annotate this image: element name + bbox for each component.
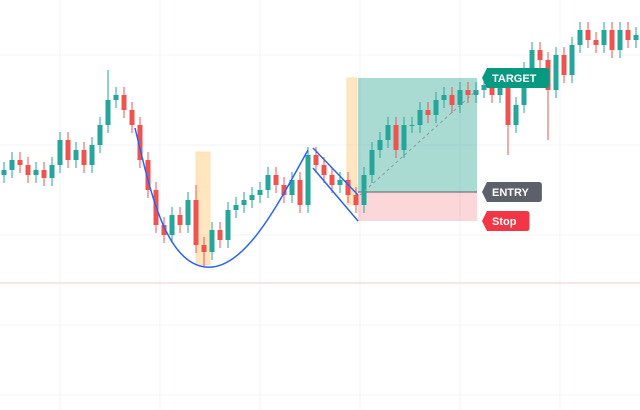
- candle-body: [137, 125, 143, 160]
- label-text: TARGET: [492, 73, 537, 85]
- candle-body: [385, 125, 391, 140]
- candle-body: [129, 110, 135, 125]
- candle-body: [369, 150, 375, 175]
- candle-body: [377, 140, 383, 150]
- candle-body: [1, 170, 7, 175]
- candles: [1, 22, 639, 267]
- candle-body: [561, 55, 567, 75]
- candle-body: [249, 195, 255, 200]
- candle-body: [161, 225, 167, 235]
- candle-body: [209, 230, 215, 252]
- candle-body: [457, 90, 463, 105]
- candle-body: [49, 165, 55, 178]
- candle-body: [265, 175, 271, 190]
- candle-body: [529, 50, 535, 70]
- candle-body: [585, 30, 591, 40]
- target-label: TARGET: [482, 68, 550, 88]
- candle-body: [241, 200, 247, 205]
- level-labels: TARGET ENTRY Stop: [482, 68, 550, 231]
- candle-body: [513, 105, 519, 125]
- candle-body: [601, 30, 607, 45]
- candle-body: [17, 160, 23, 165]
- candle-body: [97, 125, 103, 145]
- stop-zone: [358, 192, 477, 221]
- candle-body: [217, 230, 223, 240]
- candle-body: [305, 155, 311, 205]
- candle-body: [593, 40, 599, 45]
- candle-body: [33, 170, 39, 175]
- candle-body: [233, 205, 239, 210]
- candle-body: [177, 215, 183, 225]
- candle-body: [465, 90, 471, 95]
- handle-line: [312, 167, 359, 222]
- candle-body: [633, 35, 639, 40]
- entry-label: ENTRY: [482, 182, 542, 202]
- handle-line: [312, 147, 359, 196]
- label-text: Stop: [492, 216, 517, 228]
- candle-body: [225, 210, 231, 240]
- candle-body: [65, 140, 71, 160]
- candle-body: [257, 190, 263, 195]
- candle-body: [409, 125, 415, 126]
- candle-body: [625, 30, 631, 40]
- label-box: [482, 68, 550, 88]
- candle-body: [41, 170, 47, 178]
- label-text: ENTRY: [492, 187, 530, 199]
- candle-body: [617, 30, 623, 50]
- candle-body: [297, 180, 303, 205]
- candle-body: [361, 175, 367, 205]
- candle-body: [25, 165, 31, 175]
- projection-line: [359, 89, 478, 196]
- candle-body: [57, 140, 63, 165]
- candle-body: [433, 100, 439, 115]
- candle-body: [73, 150, 79, 160]
- highlight-bar: [346, 77, 358, 206]
- candle-body: [113, 95, 119, 100]
- candle-body: [273, 175, 279, 185]
- candle-body: [337, 180, 343, 185]
- candle-body: [473, 90, 479, 95]
- candle-body: [401, 125, 407, 150]
- candle-body: [121, 95, 127, 110]
- label-box: [482, 211, 530, 231]
- candle-body: [393, 125, 399, 150]
- candle-body: [193, 200, 199, 245]
- candle-body: [569, 45, 575, 75]
- candle-body: [609, 30, 615, 50]
- candle-body: [201, 245, 207, 252]
- position-zones: [358, 78, 477, 221]
- candle-body: [553, 55, 559, 90]
- candle-body: [329, 175, 335, 185]
- candle-body: [489, 85, 495, 95]
- stop-label: Stop: [482, 211, 530, 231]
- candle-body: [105, 100, 111, 125]
- cup-curve: [134, 127, 309, 268]
- candle-body: [505, 80, 511, 125]
- candle-body: [81, 150, 87, 165]
- candle-body: [345, 180, 351, 195]
- target-zone: [358, 78, 477, 192]
- candle-body: [281, 185, 287, 195]
- candle-body: [353, 195, 359, 205]
- label-box: [482, 182, 542, 202]
- candle-body: [289, 180, 295, 195]
- candle-body: [577, 30, 583, 45]
- candle-body: [441, 95, 447, 100]
- candle-body: [145, 160, 151, 190]
- candle-body: [425, 110, 431, 115]
- candle-body: [185, 200, 191, 225]
- candle-body: [537, 50, 543, 60]
- candle-body: [449, 95, 455, 105]
- candle-body: [321, 165, 327, 175]
- candle-body: [9, 160, 15, 170]
- candle-body: [481, 85, 487, 90]
- candle-body: [89, 145, 95, 165]
- candle-body: [417, 110, 423, 125]
- candle-body: [313, 155, 319, 165]
- candle-body: [169, 215, 175, 235]
